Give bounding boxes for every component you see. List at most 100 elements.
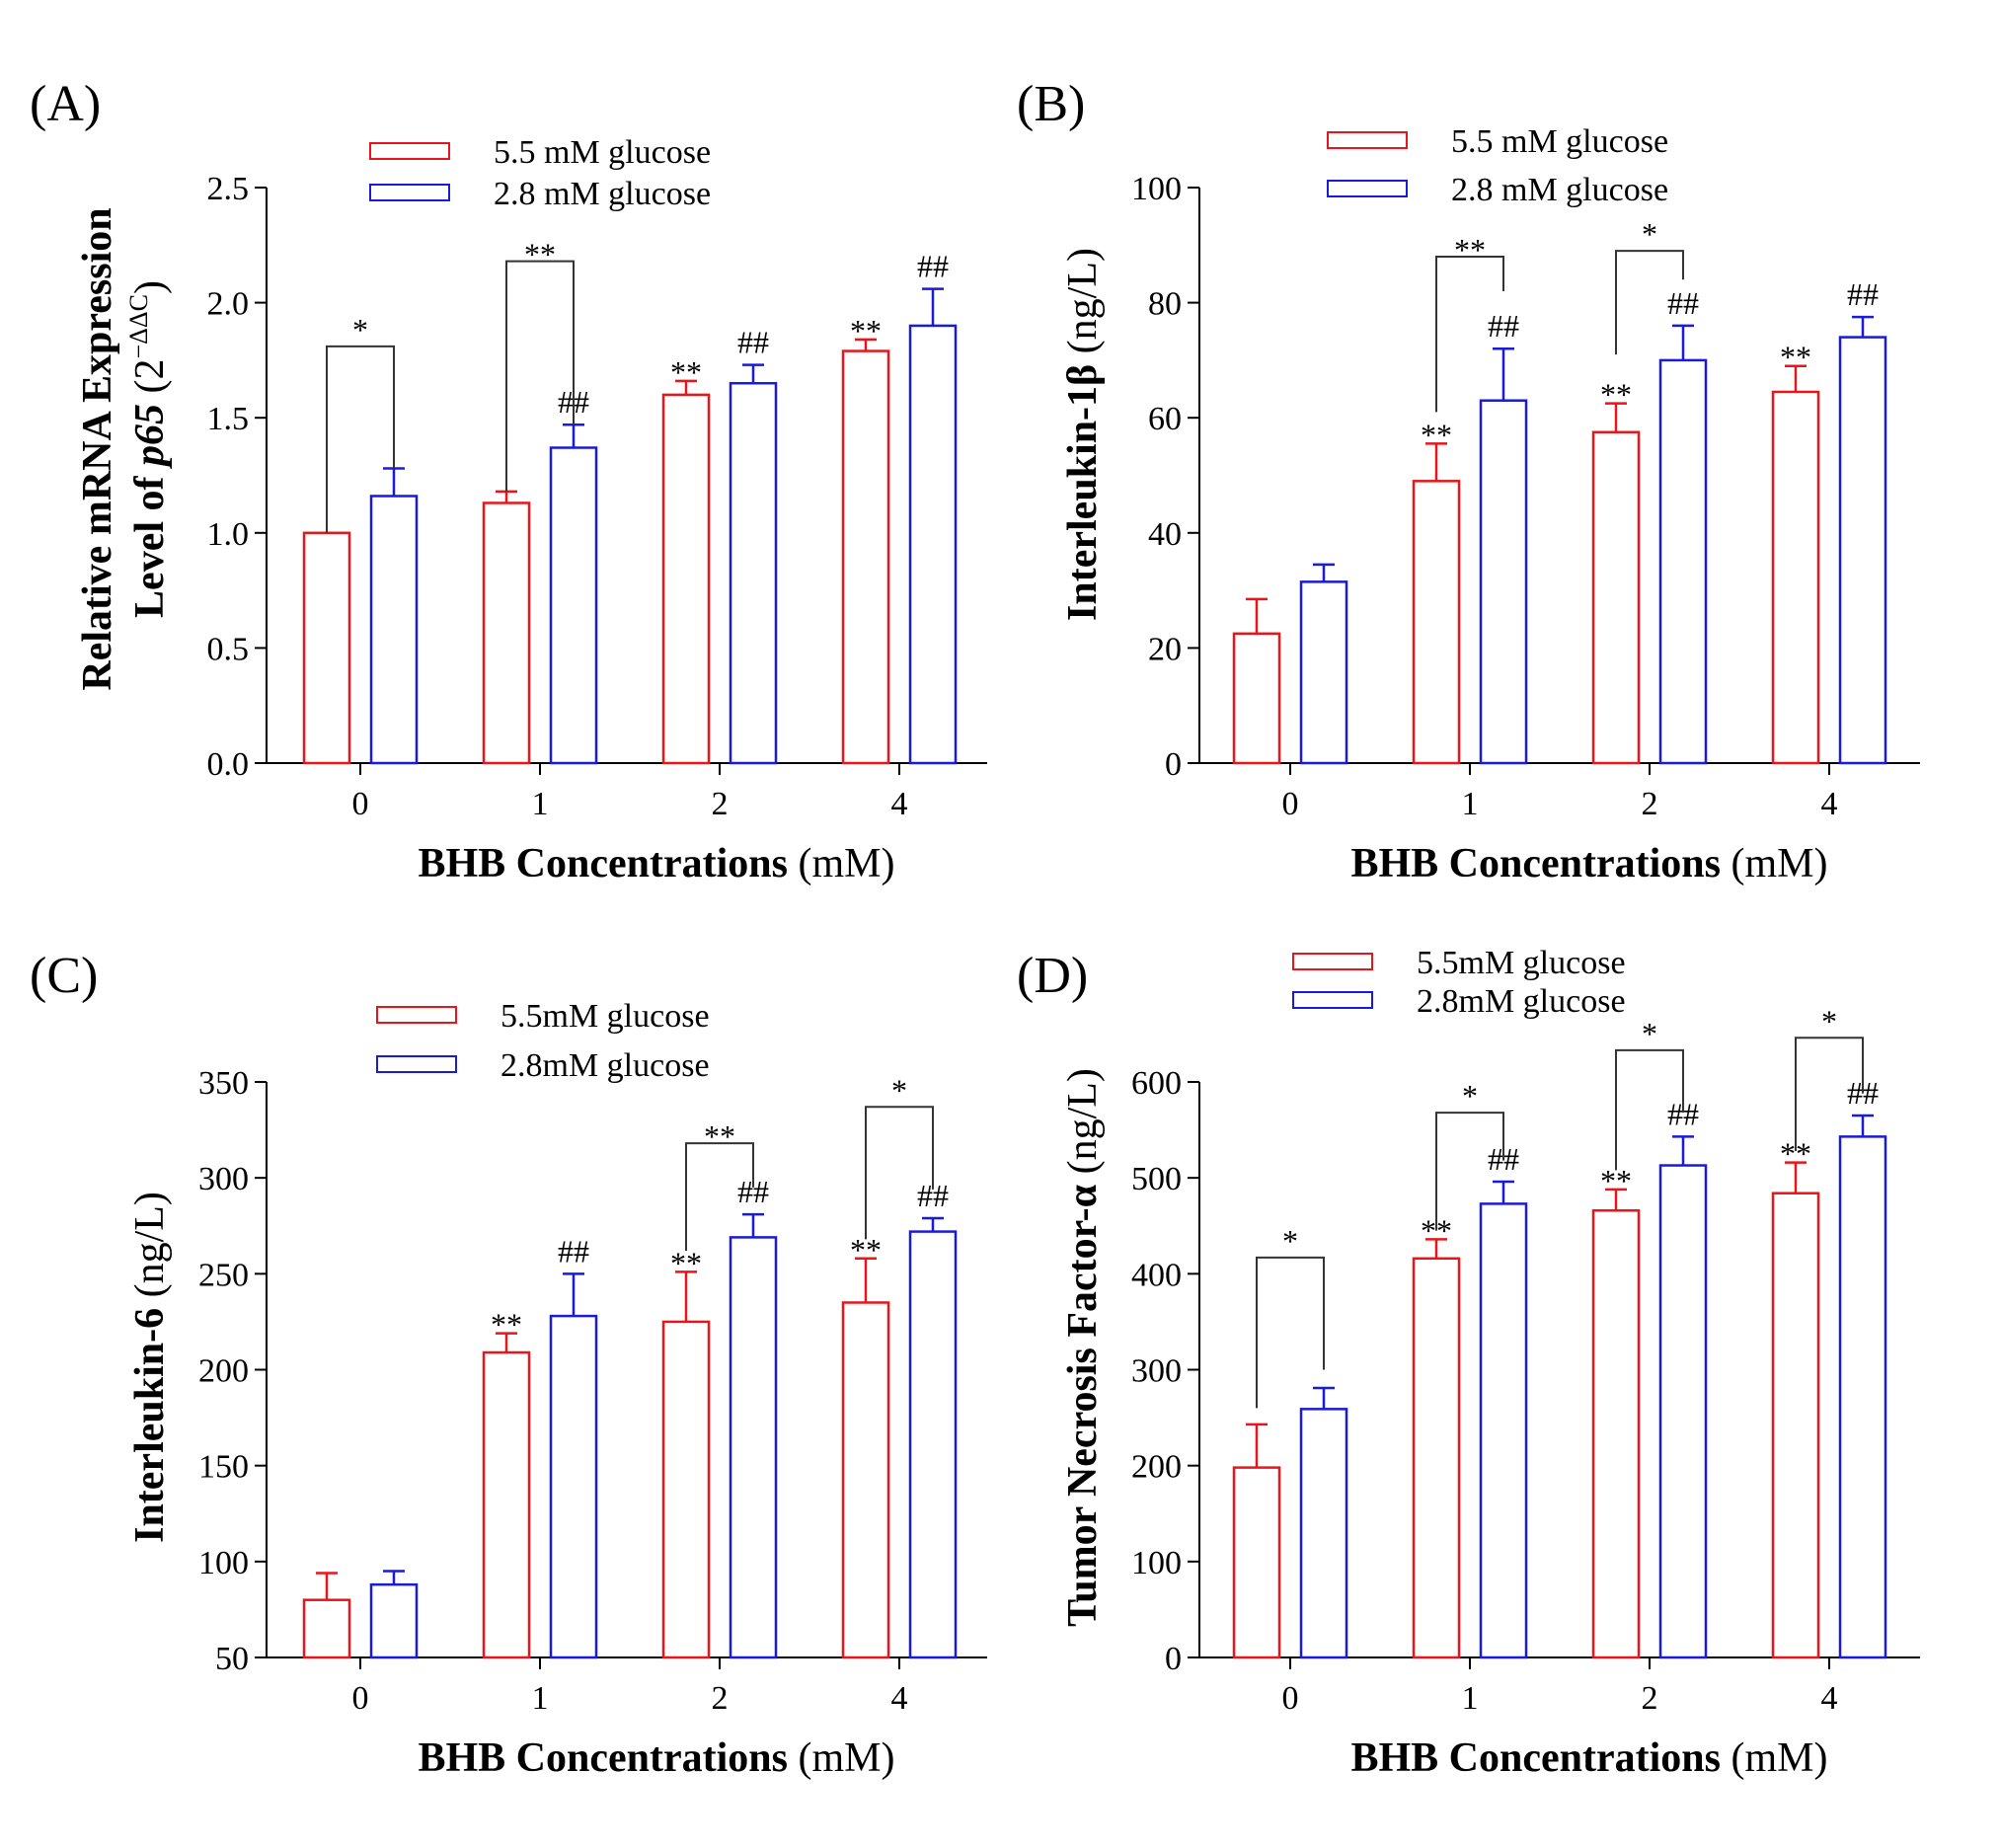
comparison-bracket — [1256, 1256, 1325, 1409]
x-tick-label: 2 — [1642, 786, 1658, 822]
legend-swatch — [1292, 991, 1373, 1009]
legend-label: 5.5mM glucose — [500, 998, 710, 1035]
comparison-bracket — [1615, 250, 1684, 355]
y-tick-label: 2.5 — [207, 171, 250, 207]
x-tick-label: 0 — [1282, 786, 1299, 822]
bracket-label: ** — [704, 1118, 735, 1154]
y-tick-label: 350 — [198, 1065, 249, 1102]
bar — [908, 324, 958, 765]
y-axis-title-line1: Relative mRNA Expression — [75, 207, 120, 690]
bar — [841, 1301, 890, 1659]
legend-swatch — [376, 1055, 457, 1073]
y-axis-title-unit: (ng/L) — [1060, 1068, 1106, 1185]
x-tick-label: 4 — [1821, 786, 1838, 822]
y-axis-title: Interleukin-1β (ng/L) — [1060, 248, 1106, 621]
comparison-bracket — [865, 1106, 934, 1240]
legend-swatch — [369, 184, 450, 201]
x-axis-title-main: BHB Concentrations — [1350, 1735, 1721, 1781]
bracket-label: * — [891, 1072, 907, 1108]
bar — [1412, 1257, 1461, 1659]
x-tick-label: 1 — [1462, 1680, 1479, 1717]
bar — [1299, 1408, 1348, 1659]
bar — [1299, 580, 1348, 765]
legend-label: 5.5 mM glucose — [494, 134, 711, 171]
legend-label: 5.5mM glucose — [1417, 945, 1626, 981]
bar — [661, 1320, 711, 1659]
legend-label: 2.8 mM glucose — [1451, 172, 1668, 208]
bar — [1591, 1208, 1641, 1659]
y-tick-label: 100 — [1131, 171, 1182, 207]
comparison-bracket — [326, 345, 395, 533]
y-tick-label: 300 — [198, 1161, 249, 1197]
x-axis-title-main: BHB Concentrations — [1350, 841, 1721, 886]
panel-label: (D) — [1017, 948, 1088, 1004]
significance-mark: ## — [558, 1233, 589, 1269]
y-title-gene: p65 — [127, 404, 173, 469]
legend-swatch — [1292, 953, 1373, 970]
panel-label: (A) — [30, 76, 101, 132]
chart-panel-1: (B) 0 20 40 60 80 100 0 1 2 4 BHB Concentrations (m… — [1017, 76, 1920, 886]
bar — [1479, 399, 1528, 765]
legend-label: 2.8mM glucose — [500, 1047, 710, 1084]
bar — [549, 1314, 598, 1659]
y-tick-label: 100 — [198, 1545, 249, 1581]
x-axis-title-unit: (mM) — [788, 1735, 895, 1781]
bar — [729, 1236, 778, 1659]
x-axis-title-main: BHB Concentrations — [418, 1735, 788, 1781]
x-tick-label: 4 — [1821, 1680, 1838, 1717]
comparison-bracket — [1615, 1048, 1684, 1171]
bar — [549, 446, 598, 765]
comparison-bracket — [685, 1142, 754, 1252]
y-title-superscript: −ΔΔC — [124, 294, 153, 358]
y-axis-title-main: Tumor Necrosis Factor-α — [1060, 1184, 1106, 1627]
x-tick-label: 2 — [712, 786, 729, 822]
bar — [1479, 1202, 1528, 1659]
x-tick-label: 2 — [1642, 1680, 1658, 1717]
y-tick-label: 400 — [1131, 1257, 1182, 1293]
y-title-part: Level of — [127, 466, 173, 618]
significance-mark: ** — [670, 354, 702, 390]
y-tick-label: 60 — [1148, 401, 1182, 437]
legend-label: 2.8mM glucose — [1417, 983, 1626, 1020]
bar — [1591, 430, 1641, 765]
bar — [1412, 480, 1461, 765]
y-title-part: ) — [127, 280, 173, 294]
y-tick-label: 1.5 — [207, 401, 250, 437]
bar — [482, 501, 531, 765]
x-axis-title-main: BHB Concentrations — [418, 841, 788, 886]
x-tick-label: 1 — [1462, 786, 1479, 822]
x-tick-label: 2 — [712, 1680, 729, 1717]
y-tick-label: 0.5 — [207, 631, 250, 667]
x-tick-label: 0 — [352, 1680, 369, 1717]
x-tick-label: 0 — [352, 786, 369, 822]
significance-mark: ** — [1600, 377, 1632, 413]
bar — [369, 495, 419, 765]
bar — [1232, 1466, 1281, 1659]
bracket-label: * — [1462, 1078, 1478, 1114]
y-axis-title: Tumor Necrosis Factor-α (ng/L) — [1060, 1068, 1106, 1627]
bar — [908, 1230, 958, 1659]
y-tick-label: 150 — [198, 1449, 249, 1486]
bracket-label: * — [1821, 1003, 1837, 1039]
y-tick-label: 500 — [1131, 1161, 1182, 1197]
bar — [729, 381, 778, 765]
y-tick-label: 0 — [1165, 1641, 1182, 1677]
bar — [482, 1350, 531, 1659]
y-tick-label: 250 — [198, 1257, 249, 1293]
comparison-bracket — [505, 260, 575, 492]
x-tick-label: 0 — [1282, 1680, 1299, 1717]
y-tick-label: 40 — [1148, 516, 1182, 553]
significance-mark: ## — [737, 325, 769, 360]
x-axis-title: BHB Concentrations (mM) — [1350, 1735, 1827, 1781]
legend-label: 5.5 mM glucose — [1451, 123, 1668, 160]
chart-panel-3: (D) 0 100 200 300 400 500 600 0 1 2 4 BHB Concentrat… — [1017, 945, 1920, 1781]
x-tick-label: 4 — [891, 1680, 908, 1717]
y-axis-title-unit: (ng/L) — [127, 1192, 173, 1308]
legend-label: 2.8 mM glucose — [494, 176, 711, 212]
significance-mark: ## — [917, 249, 949, 284]
bar — [302, 1598, 351, 1659]
legend-swatch — [369, 142, 450, 160]
x-axis-title: BHB Concentrations (mM) — [418, 1735, 894, 1781]
y-tick-label: 200 — [1131, 1449, 1182, 1486]
bracket-label: * — [1282, 1223, 1298, 1259]
